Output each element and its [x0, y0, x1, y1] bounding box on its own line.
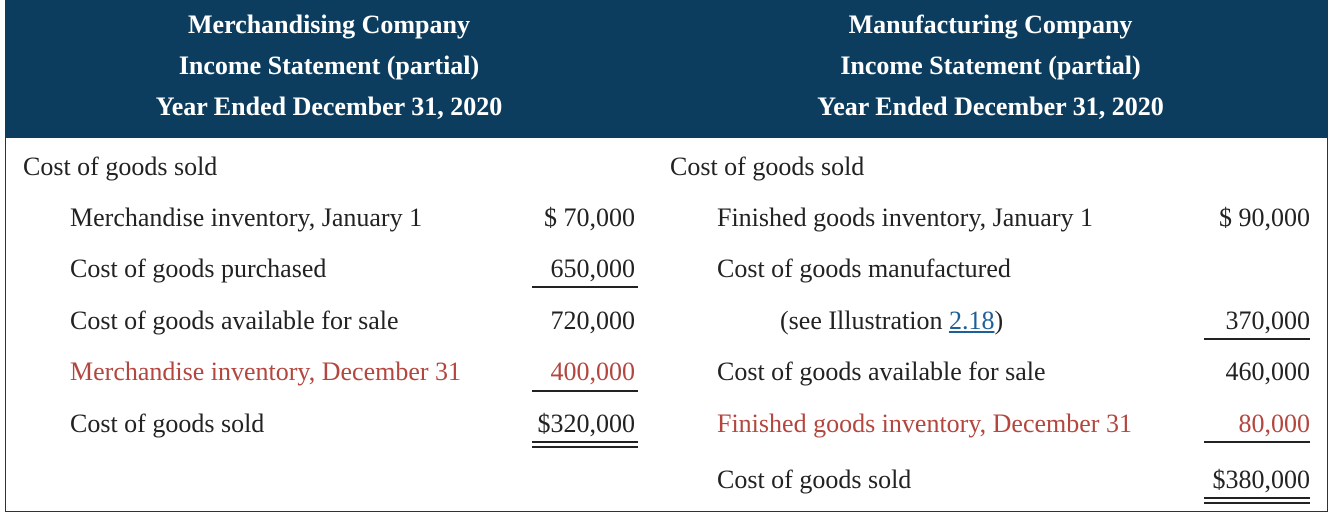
table-header: Merchandising Company Income Statement (…: [6, 1, 1327, 138]
income-statement-comparison: Merchandising Company Income Statement (…: [5, 0, 1328, 512]
manuf-row-amount: 460,000: [1225, 357, 1311, 386]
manuf-header: Manufacturing Company Income Statement (…: [652, 1, 1329, 127]
manuf-row-amount: $ 90,000: [1219, 203, 1310, 232]
manuf-period: Year Ended December 31, 2020: [817, 92, 1164, 121]
single-underline: [532, 390, 638, 392]
merch-company-name: Merchandising Company: [188, 10, 470, 39]
single-underline: [1204, 441, 1310, 443]
double-underline: [532, 441, 638, 448]
manuf-row-label: Cost of goods manufactured: [717, 254, 1011, 283]
merch-section-label: Cost of goods sold: [23, 152, 218, 181]
merch-row-amount: $320,000: [537, 409, 636, 438]
single-underline: [532, 286, 638, 288]
manuf-section-label: Cost of goods sold: [670, 152, 865, 181]
merch-row-amount: 650,000: [550, 254, 636, 283]
merch-header: Merchandising Company Income Statement (…: [6, 1, 652, 127]
closing-paren: ): [994, 306, 1004, 335]
single-underline: [1204, 338, 1310, 340]
merch-row-amount-highlight: 400,000: [550, 357, 636, 386]
merch-row-label: Cost of goods available for sale: [70, 306, 399, 335]
see-illustration-text: (see Illustration: [780, 306, 949, 335]
manuf-row-label: Cost of goods available for sale: [717, 357, 1046, 386]
merch-row-amount: 720,000: [550, 306, 636, 335]
manuf-row-label: Cost of goods sold: [717, 465, 912, 494]
manuf-row-amount: 370,000: [1225, 306, 1311, 335]
manuf-row-label-highlight: Finished goods inventory, December 31: [717, 409, 1132, 438]
merch-period: Year Ended December 31, 2020: [155, 92, 503, 121]
table-body: Cost of goods sold Merchandise inventory…: [6, 138, 1327, 513]
manuf-statement-name: Income Statement (partial): [840, 51, 1141, 80]
merch-row-label: Cost of goods sold: [70, 409, 265, 438]
manuf-row-amount-highlight: 80,000: [1238, 409, 1311, 438]
manuf-company-name: Manufacturing Company: [848, 10, 1133, 39]
merch-row-amount: $ 70,000: [544, 203, 635, 232]
merch-row-label: Cost of goods purchased: [70, 254, 327, 283]
merch-row-label-highlight: Merchandise inventory, December 31: [70, 357, 462, 386]
merch-statement-name: Income Statement (partial): [178, 51, 480, 80]
manuf-row-label: Finished goods inventory, January 1: [717, 203, 1093, 232]
illustration-link[interactable]: 2.18: [948, 306, 995, 335]
merch-row-label: Merchandise inventory, January 1: [70, 203, 423, 232]
manuf-row-label-sub: (see Illustration 2.18): [780, 306, 1003, 336]
manuf-row-amount: $380,000: [1212, 465, 1311, 494]
double-underline: [1204, 497, 1310, 504]
